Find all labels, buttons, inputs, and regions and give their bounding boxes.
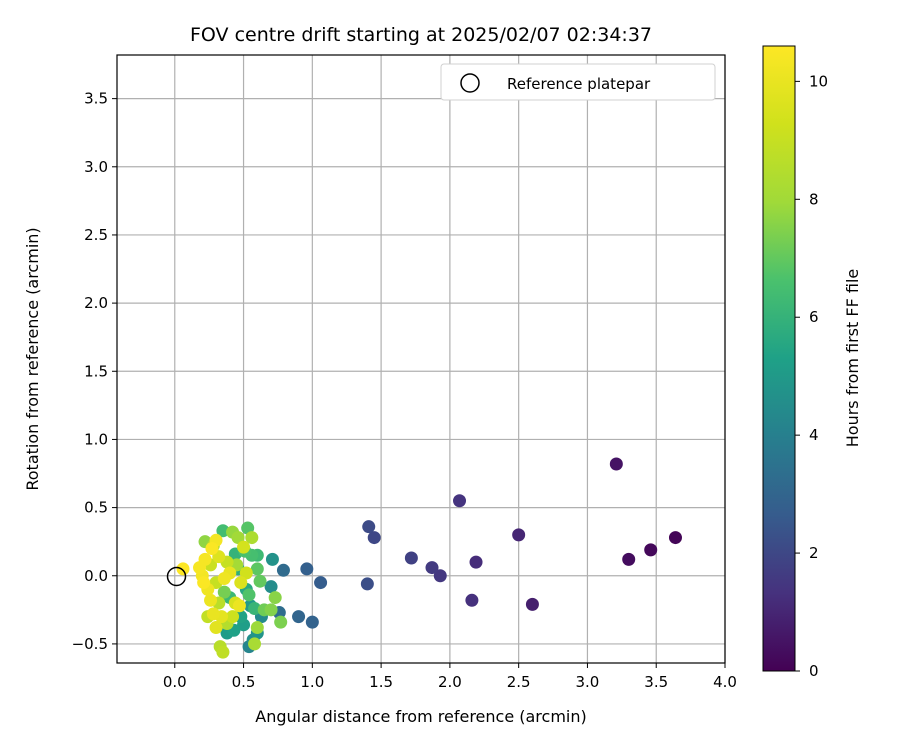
- scatter-point: [622, 552, 636, 566]
- y-tick-label: 1.0: [84, 430, 108, 448]
- scatter-point: [362, 520, 376, 534]
- colorbar-tick-label: 10: [809, 72, 828, 90]
- scatter-point: [248, 637, 262, 651]
- scatter-point: [216, 645, 230, 659]
- y-tick-label: 2.5: [84, 226, 108, 244]
- y-tick-label: 3.5: [84, 90, 108, 108]
- scatter-point: [204, 593, 218, 607]
- scatter-point: [265, 552, 279, 566]
- scatter-point: [245, 531, 259, 545]
- scatter-point: [264, 603, 278, 617]
- colorbar-tick-label: 2: [809, 544, 819, 562]
- scatter-points: [176, 457, 682, 659]
- x-tick-label: 2.5: [507, 673, 531, 691]
- scatter-point: [234, 576, 248, 590]
- legend-box: [440, 63, 716, 101]
- x-axis-title: Angular distance from reference (arcmin): [255, 707, 586, 726]
- x-tick-label: 1.0: [300, 673, 324, 691]
- scatter-point: [525, 597, 539, 611]
- y-tick-label: −0.5: [72, 635, 108, 653]
- scatter-point: [465, 593, 479, 607]
- y-tick-label: 3.0: [84, 158, 108, 176]
- scatter-point: [300, 562, 314, 576]
- colorbar: 0 2 4 6 8 10 Hours from first FF file: [762, 45, 862, 680]
- scatter-point: [609, 457, 623, 471]
- colorbar-tick-label: 8: [809, 190, 819, 208]
- scatter-point: [360, 577, 374, 591]
- scatter-point: [237, 540, 251, 554]
- y-tick-label: 1.5: [84, 362, 108, 380]
- scatter-point: [314, 576, 328, 590]
- scatter-point: [367, 531, 381, 545]
- y-tick-label: 2.0: [84, 294, 108, 312]
- scatter-point: [253, 574, 267, 588]
- scatter-point: [274, 615, 288, 629]
- colorbar-tick-label: 0: [809, 662, 819, 680]
- scatter-point: [276, 563, 290, 577]
- scatter-point: [216, 524, 230, 538]
- scatter-point: [226, 610, 240, 624]
- y-axis-ticks: −0.5 0.0 0.5 1.0 1.5 2.0 2.5 3.0 3.5: [72, 90, 117, 653]
- scatter-point: [193, 561, 207, 575]
- x-tick-label: 1.5: [369, 673, 393, 691]
- colorbar-label: Hours from first FF file: [843, 269, 862, 448]
- scatter-point: [469, 555, 483, 569]
- scatter-point: [217, 585, 231, 599]
- y-tick-label: 0.5: [84, 499, 108, 517]
- scatter-point: [250, 621, 264, 635]
- scatter-point: [232, 599, 246, 613]
- x-tick-label: 3.0: [576, 673, 600, 691]
- legend-reference-marker: [460, 73, 480, 93]
- scatter-point: [209, 621, 223, 635]
- colorbar-tick-label: 4: [809, 426, 819, 444]
- scatter-point: [250, 562, 264, 576]
- scatter-point: [264, 580, 278, 594]
- y-axis-title: Rotation from reference (arcmin): [23, 227, 42, 490]
- scatter-point: [197, 576, 211, 590]
- scatter-point: [644, 543, 658, 557]
- scatter-point: [248, 601, 262, 615]
- scatter-point: [205, 541, 219, 555]
- scatter-point: [242, 588, 256, 602]
- scatter-point: [404, 551, 418, 565]
- reference-platepar-marker: [166, 566, 187, 587]
- scatter-point: [305, 615, 319, 629]
- x-axis-ticks: 0.0 0.5 1.0 1.5 2.0 2.5 3.0 3.5 4.0: [163, 663, 737, 691]
- colorbar-ticks: 0 2 4 6 8 10: [795, 72, 828, 680]
- scatter-point: [668, 531, 682, 545]
- legend-label-reference-platepar: Reference platepar: [507, 75, 651, 93]
- scatter-point: [425, 561, 439, 575]
- x-tick-label: 3.5: [644, 673, 668, 691]
- x-tick-label: 4.0: [713, 673, 737, 691]
- grid-lines: [117, 55, 726, 663]
- scatter-point: [239, 566, 253, 580]
- scatter-point: [217, 571, 231, 585]
- scatter-point: [206, 607, 220, 621]
- scatter-point: [231, 531, 245, 545]
- plot-frame: [116, 54, 726, 664]
- scatter-point: [433, 569, 447, 583]
- scatter-point: [176, 562, 190, 576]
- legend: Reference platepar: [440, 63, 716, 101]
- colorbar-gradient: [762, 45, 796, 672]
- scatter-point: [512, 528, 526, 542]
- y-tick-label: 0.0: [84, 567, 108, 585]
- x-tick-label: 0.5: [232, 673, 256, 691]
- scatter-point: [453, 494, 467, 508]
- colorbar-tick-label: 6: [809, 308, 819, 326]
- scatter-point: [268, 591, 282, 605]
- chart-title: FOV centre drift starting at 2025/02/07 …: [190, 24, 652, 46]
- x-tick-label: 0.0: [163, 673, 187, 691]
- scatter-point: [292, 610, 306, 624]
- x-tick-label: 2.0: [438, 673, 462, 691]
